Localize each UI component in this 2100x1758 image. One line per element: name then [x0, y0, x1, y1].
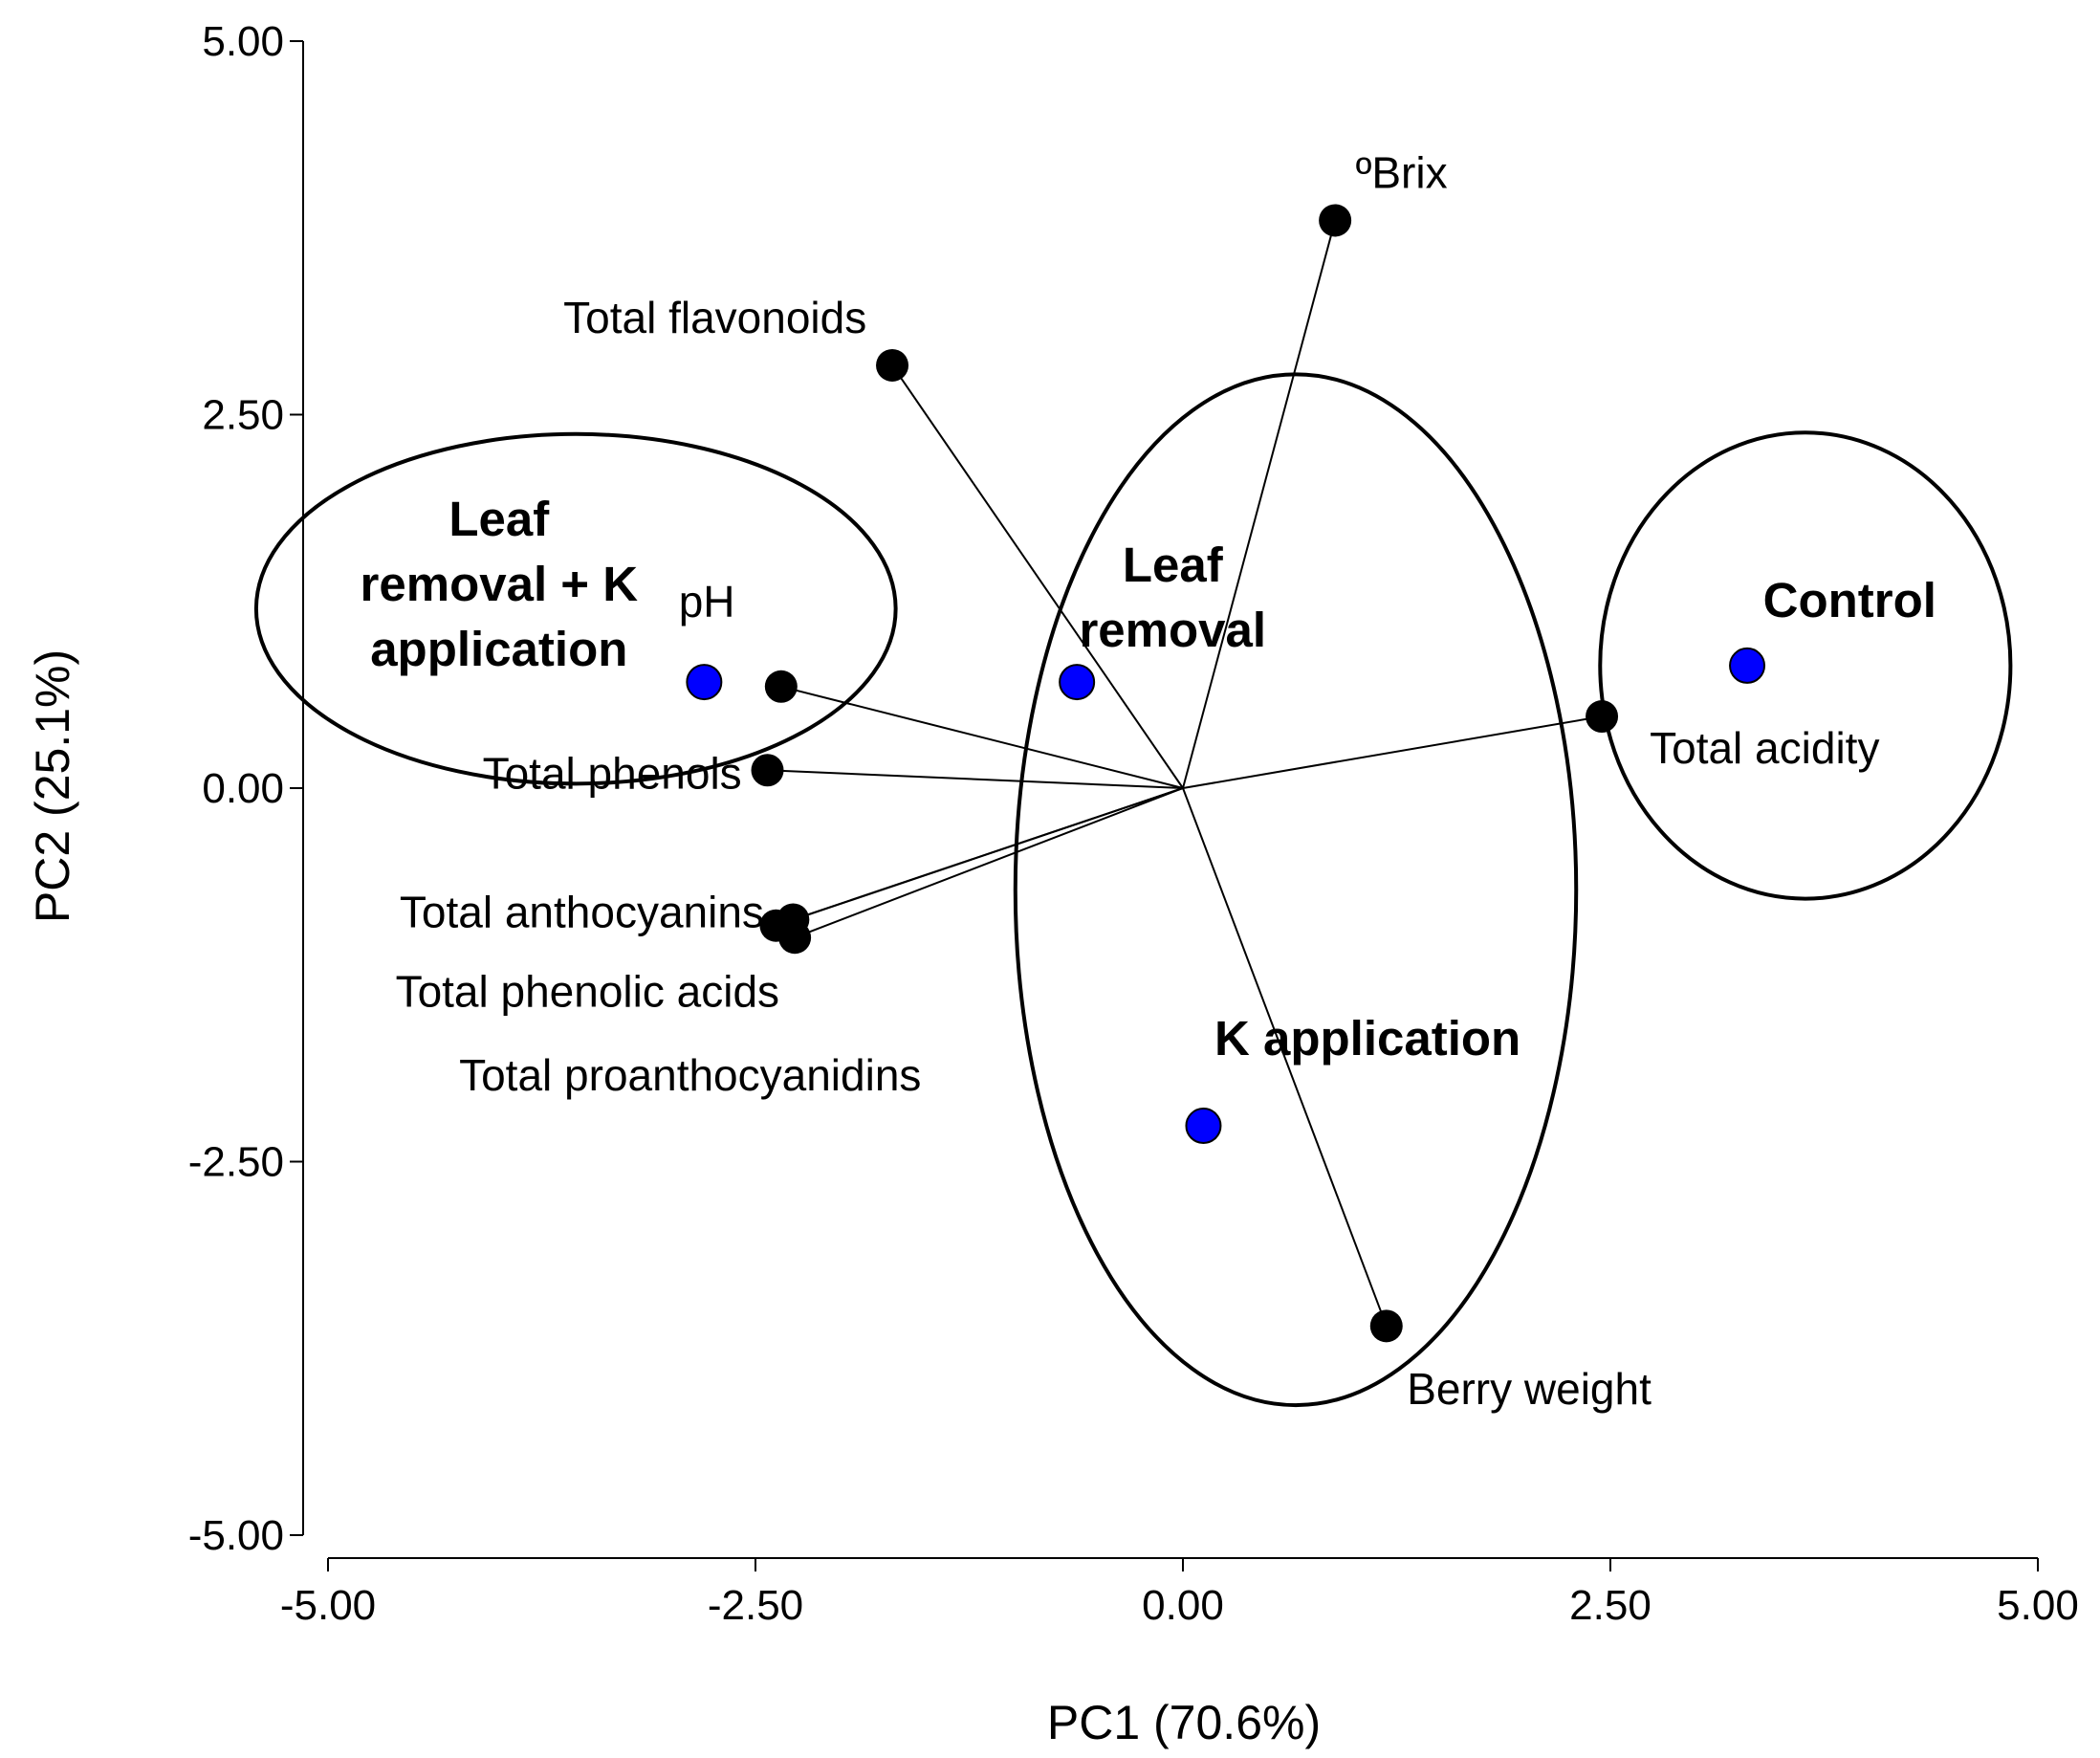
vector-ph [780, 685, 1184, 789]
group-label-k-application: K application [1214, 1011, 1520, 1066]
score-point-control [1729, 647, 1766, 684]
vector-brix [1182, 220, 1337, 789]
variable-label-total-phenols: Total phenols [483, 748, 742, 798]
y-tick-label: 2.50 [202, 392, 284, 439]
x-ticks: -5.00 -2.50 0.00 2.50 5.00 [280, 1558, 2079, 1629]
vector-total-proanthocyanidins [776, 787, 1184, 927]
y-axis-title: PC2 (25.1%) [26, 649, 79, 923]
ellipse-leaf-removal-k-application [253, 431, 898, 786]
loading-point-total-acidity [1586, 700, 1619, 734]
loading-point-total-flavonoids [876, 348, 909, 382]
group-label-line: Leaf [448, 492, 550, 546]
group-label-line: removal + K [361, 557, 639, 611]
score-point-leaf-removal [1059, 664, 1096, 701]
x-tick-label: -2.50 [708, 1582, 803, 1629]
variable-label-total-acidity: Total acidity [1650, 723, 1879, 773]
y-tick-label: 0.00 [202, 765, 284, 812]
vector-total-phenolic-acids [794, 787, 1184, 939]
variable-label-brix: ºBrix [1356, 147, 1448, 197]
group-label-line: application [370, 622, 627, 676]
loading-point-brix [1319, 204, 1352, 237]
x-tick-label: -5.00 [280, 1582, 376, 1629]
y-tick-label: -2.50 [188, 1139, 284, 1186]
score-point-leaf-removal-k-application [686, 664, 723, 701]
vector-total-phenols [767, 769, 1184, 789]
score-points [686, 647, 1766, 1145]
vector-total-acidity [1182, 715, 1603, 789]
group-labels: Leaf removal + K application Leaf removal Con… [361, 492, 1936, 1066]
variable-label-total-anthocyanins: Total anthocyanins [400, 888, 764, 937]
x-tick-label: 2.50 [1569, 1582, 1652, 1629]
group-label-leaf-removal: Leaf removal [1079, 538, 1266, 657]
vector-berry-weight [1182, 787, 1388, 1327]
group-label-control: Control [1763, 573, 1936, 627]
variable-label-ph: pH [679, 577, 735, 626]
y-ticks: 5.00 2.50 0.00 -2.50 -5.00 [188, 18, 303, 1559]
loading-point-ph [764, 670, 798, 703]
ellipse-control [1598, 430, 2013, 901]
x-axis-title: PC1 (70.6%) [1047, 1696, 1321, 1749]
group-label-line: Control [1763, 573, 1936, 627]
vector-total-flavonoids [891, 364, 1184, 789]
y-tick-label: -5.00 [188, 1512, 284, 1559]
group-label-leaf-removal-k-application: Leaf removal + K application [361, 492, 639, 676]
variable-label-berry-weight: Berry weight [1407, 1364, 1652, 1414]
loading-point-total-phenols [751, 754, 784, 787]
x-tick-label: 5.00 [1997, 1582, 2079, 1629]
variable-label-total-phenolic-acids: Total phenolic acids [396, 966, 779, 1016]
variable-labels: ºBrix Total flavonoids pH Total phenols Tota… [396, 147, 1880, 1413]
x-tick-label: 0.00 [1142, 1582, 1224, 1629]
score-point-k-application [1185, 1108, 1222, 1145]
y-tick-label: 5.00 [202, 18, 284, 65]
group-label-line: K application [1214, 1011, 1520, 1066]
loading-points [751, 204, 1619, 1343]
loading-point-total-proanthocyanidins [759, 909, 793, 942]
group-ellipses [253, 372, 2013, 1408]
loading-vectors [767, 220, 1603, 1327]
axes: 5.00 2.50 0.00 -2.50 -5.00 -5.00 -2.50 0.00 2.5… [188, 18, 2079, 1629]
group-label-line: removal [1079, 603, 1266, 657]
variable-label-total-proanthocyanidins: Total proanthocyanidins [459, 1050, 921, 1100]
group-label-line: Leaf [1123, 538, 1224, 592]
ellipse-leaf-removal [1013, 372, 1579, 1408]
loading-point-berry-weight [1369, 1309, 1403, 1343]
variable-label-total-flavonoids: Total flavonoids [563, 293, 866, 342]
